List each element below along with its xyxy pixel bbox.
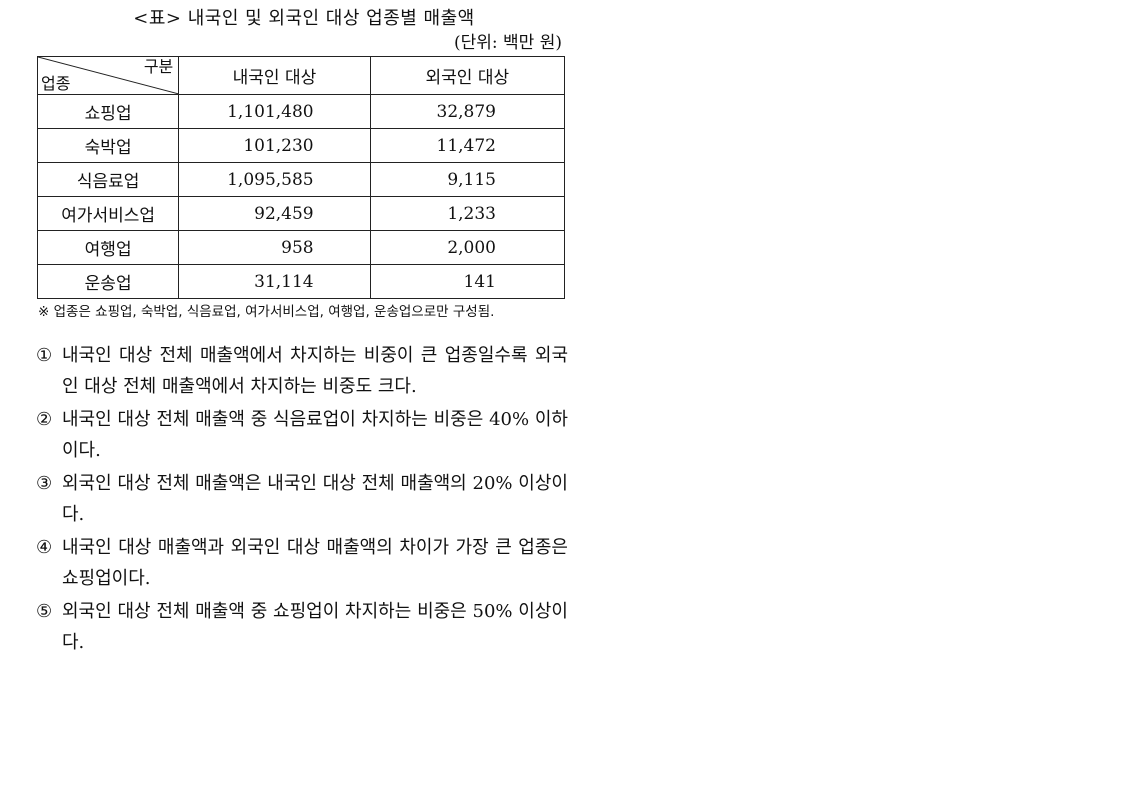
table-footnote: ※ 업종은 쇼핑업, 숙박업, 식음료업, 여가서비스업, 여행업, 운송업으로… <box>38 304 495 320</box>
option-4[interactable]: ④ 내국인 대상 매출액과 외국인 대상 매출액의 차이가 가장 큰 업종은 쇼… <box>36 532 568 594</box>
option-3[interactable]: ③ 외국인 대상 전체 매출액은 내국인 대상 전체 매출액의 20% 이상이다… <box>36 468 568 530</box>
row-domestic-value: 92,459 <box>178 196 371 231</box>
header-foreign: 외국인 대상 <box>369 56 566 95</box>
table-row: 식음료업 1,095,585 9,115 <box>36 162 566 197</box>
option-text: 내국인 대상 전체 매출액에서 차지하는 비중이 큰 업종일수록 외국인 대상 … <box>62 345 568 397</box>
corner-label-bottom: 업종 <box>41 74 71 93</box>
table-row: 여가서비스업 92,459 1,233 <box>36 196 566 231</box>
row-category: 여가서비스업 <box>36 196 180 231</box>
row-foreign-value: 9,115 <box>369 162 566 197</box>
option-text: 내국인 대상 전체 매출액 중 식음료업이 차지하는 비중은 40% 이하이다. <box>62 409 568 461</box>
row-foreign-value: 11,472 <box>369 128 566 163</box>
row-domestic-value: 958 <box>178 230 371 265</box>
row-foreign-value: 141 <box>369 264 566 299</box>
option-2[interactable]: ② 내국인 대상 전체 매출액 중 식음료업이 차지하는 비중은 40% 이하이… <box>36 404 568 466</box>
row-category: 여행업 <box>36 230 180 265</box>
table-header-row: 구분 업종 내국인 대상 외국인 대상 <box>36 56 566 95</box>
table-row: 운송업 31,114 141 <box>36 264 566 299</box>
row-category: 운송업 <box>36 264 180 299</box>
row-foreign-value: 2,000 <box>369 230 566 265</box>
row-foreign-value: 1,233 <box>369 196 566 231</box>
row-domestic-value: 1,095,585 <box>178 162 371 197</box>
row-domestic-value: 1,101,480 <box>178 94 371 129</box>
option-number: ③ <box>36 473 53 494</box>
corner-label-top: 구분 <box>143 57 174 76</box>
row-domestic-value: 31,114 <box>178 264 371 299</box>
answer-options: ① 내국인 대상 전체 매출액에서 차지하는 비중이 큰 업종일수록 외국인 대… <box>36 340 568 660</box>
unit-label: (단위: 백만 원) <box>454 33 562 53</box>
option-1[interactable]: ① 내국인 대상 전체 매출액에서 차지하는 비중이 큰 업종일수록 외국인 대… <box>36 340 568 402</box>
sales-table: 구분 업종 내국인 대상 외국인 대상 쇼핑업 1,101,480 32,879… <box>36 56 566 299</box>
table-row: 여행업 958 2,000 <box>36 230 566 265</box>
diagonal-line <box>38 57 178 94</box>
option-number: ⑤ <box>36 601 53 622</box>
row-category: 숙박업 <box>36 128 180 163</box>
option-number: ④ <box>36 537 53 558</box>
row-category: 식음료업 <box>36 162 180 197</box>
header-domestic: 내국인 대상 <box>178 56 371 95</box>
option-number: ① <box>36 345 53 366</box>
row-foreign-value: 32,879 <box>369 94 566 129</box>
table-row: 숙박업 101,230 11,472 <box>36 128 566 163</box>
option-number: ② <box>36 409 53 430</box>
option-text: 내국인 대상 매출액과 외국인 대상 매출액의 차이가 가장 큰 업종은 쇼핑업… <box>62 537 568 589</box>
option-text: 외국인 대상 전체 매출액은 내국인 대상 전체 매출액의 20% 이상이다. <box>62 473 568 525</box>
option-5[interactable]: ⑤ 외국인 대상 전체 매출액 중 쇼핑업이 차지하는 비중은 50% 이상이다… <box>36 596 568 658</box>
table-title: <표> 내국인 및 외국인 대상 업종별 매출액 <box>133 8 475 29</box>
row-category: 쇼핑업 <box>36 94 180 129</box>
row-domestic-value: 101,230 <box>178 128 371 163</box>
corner-header-cell: 구분 업종 <box>36 56 180 95</box>
option-text: 외국인 대상 전체 매출액 중 쇼핑업이 차지하는 비중은 50% 이상이다. <box>62 601 568 653</box>
table-row: 쇼핑업 1,101,480 32,879 <box>36 94 566 129</box>
